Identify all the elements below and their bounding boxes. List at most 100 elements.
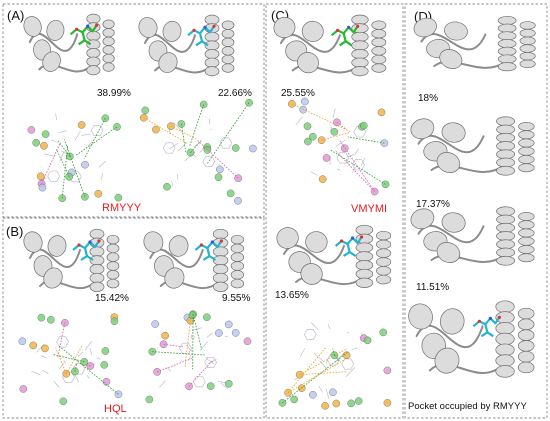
residue-disc [32,138,40,147]
protein-helix-turn [230,252,245,262]
ligand-atom [77,243,81,247]
interaction-diagram-c-bottom [278,322,392,410]
ligand-ring [303,329,317,340]
residue-disc [359,121,368,130]
residue-disc [330,127,339,136]
protein-helix-turn [89,264,105,275]
interaction-bond [57,322,66,359]
interaction-bond [299,348,348,376]
protein-helix-turn [518,122,535,131]
ligand-bond [206,332,213,338]
interaction-bond [181,123,187,153]
protein-helix-turn [371,46,387,56]
ligand-bond [186,344,193,352]
protein-helix-turn [495,354,515,367]
ligand-ring [341,358,355,370]
interaction-bond [338,139,375,192]
protein-helix-turn [518,155,535,164]
residue-disc [301,97,309,106]
protein-helix [305,231,328,253]
protein-helix-turn [86,13,101,24]
ligand-bond [96,357,101,360]
ligand-ring [336,152,350,164]
ligand-bond [98,160,107,168]
protein-helix-turn [517,307,535,320]
protein-helix-turn [496,149,516,160]
ligand-ring [162,142,176,154]
interaction-bond [332,348,335,356]
protein-helix-turn [495,332,515,346]
ligand-atom [477,319,481,323]
residue-disc [47,316,55,324]
ligand-bond [58,362,65,370]
residue-disc [19,385,28,393]
ligand-bond [295,116,303,126]
protein-helix [273,16,296,39]
interaction-bond [184,320,191,368]
interaction-bond [57,139,71,157]
interaction-bond [57,344,119,395]
protein-helix-turn [496,132,516,143]
protein-helix [297,52,319,74]
protein-helix-turn [497,54,517,64]
protein-helix [162,20,182,42]
ligand-atom [75,27,79,31]
protein-helix [46,19,65,41]
protein-helix-turn [371,20,387,30]
interaction-bond [152,351,206,356]
residue-disc [234,196,242,205]
ligand-bond [89,348,93,356]
protein-helix [436,242,461,263]
ligand-atom [356,24,360,28]
protein-helix-turn [496,157,516,168]
interaction-diagram-a-right [139,98,257,205]
protein-helix-turn [517,350,535,363]
protein-helix-turn [351,57,369,68]
interaction-bond [74,363,78,372]
ligand-bond [334,353,344,363]
protein-helix-turn [351,31,369,42]
protein-helix-turn [517,318,535,331]
ligand-atom [86,24,90,28]
interaction-bond [63,139,86,197]
protein-helix-turn [497,62,517,72]
ligand-atom [97,239,101,243]
residue-disc [114,193,123,202]
ligand-bond [318,385,324,393]
protein-helix-turn [376,274,392,285]
residue-disc [101,347,110,355]
ligand-ring [56,336,69,348]
ligand-ring [204,357,217,368]
protein-helix-turn [89,246,105,257]
panel-b-border [2,217,265,419]
interaction-diagram-c-top [288,97,390,196]
interaction-bond [163,343,185,348]
ligand-bond [84,340,92,351]
interaction-bond [282,351,349,404]
protein-helix-turn [86,56,101,67]
protein-helix-turn [496,231,516,241]
residue-disc [161,331,169,340]
ligand-bond [41,355,47,359]
protein-structure-b-right [143,228,245,292]
ligand-bond [101,173,103,180]
panel-a-label: (A) [7,8,24,23]
protein-helix-turn [518,163,535,173]
ligand-bond [177,142,187,152]
protein-helix-turn [518,220,535,230]
ligand-bond [332,108,336,119]
ligand-atom [212,24,216,28]
residue-disc [18,337,27,346]
ligand-bond [81,133,91,136]
ligand-bond [199,341,208,351]
protein-helix-turn [497,39,517,49]
protein-helix-turn [106,234,120,245]
ligand-bond [220,382,229,390]
protein-helix-turn [496,124,516,135]
interaction-bond [143,117,187,144]
protein-helix [410,208,435,230]
protein-helix-turn [518,236,535,246]
protein-helix-turn [371,63,387,73]
ligand-bond [310,171,318,176]
